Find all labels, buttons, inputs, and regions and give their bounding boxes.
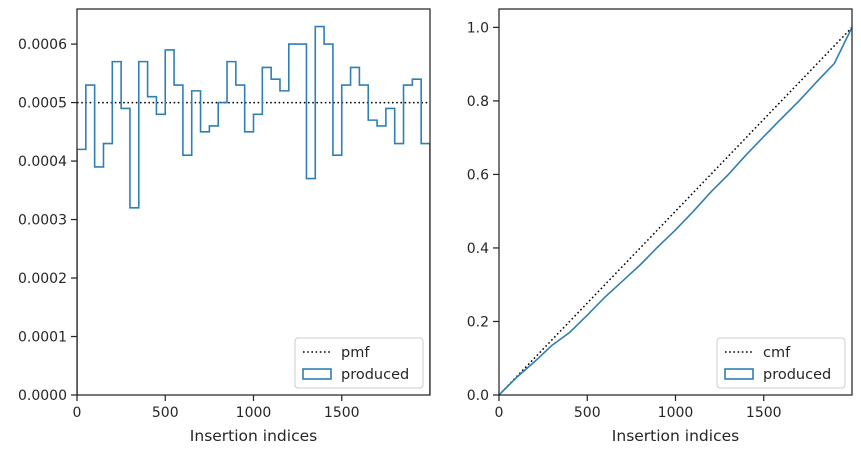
- y-tick-label: 0.0003: [18, 213, 67, 229]
- y-tick-label: 0.8: [467, 94, 489, 110]
- x-tick-label: 1500: [324, 405, 360, 421]
- plot-area: [77, 25, 430, 395]
- y-tick-label: 0.6: [467, 167, 489, 183]
- x-tick-label: 1500: [746, 405, 782, 421]
- y-tick-label: 0.0000: [18, 388, 67, 404]
- legend: pmf produced: [294, 337, 424, 389]
- x-tick-label: 1000: [236, 405, 272, 421]
- x-tick-label: 500: [152, 405, 179, 421]
- left-pmf-chart: 0 500 1000 1500 0.0000 0.0001 0.0002 0.0003 0.00…: [18, 8, 431, 445]
- y-tick-label: 0.4: [467, 241, 489, 257]
- legend: cmf produced: [716, 337, 846, 389]
- legend-marker-produced: [302, 368, 332, 380]
- y-tick-label: 0.0004: [18, 154, 67, 170]
- y-tick-label: 0.0005: [18, 96, 67, 112]
- axes-frame: [498, 8, 853, 396]
- right-cmf-chart: 0 500 1000 1500 0.0 0.2 0.4 0.6 0.8 1.0 Insertion …: [467, 8, 853, 445]
- x-axis-label: Insertion indices: [612, 427, 739, 445]
- y-tick-label: 0.0: [467, 388, 489, 404]
- x-tick-label: 500: [574, 405, 601, 421]
- x-tick-label: 0: [495, 405, 504, 421]
- y-tick-label: 0.2: [467, 314, 489, 330]
- x-axis-label: Insertion indices: [190, 427, 317, 445]
- plot-area: [499, 26, 852, 395]
- legend-label-cmf: cmf: [763, 345, 791, 361]
- y-tick-label: 0.0006: [18, 37, 67, 53]
- legend-label-produced: produced: [341, 367, 409, 383]
- x-tick-label: 1000: [658, 405, 694, 421]
- legend-marker-produced: [724, 368, 754, 380]
- legend-label-pmf: pmf: [341, 345, 370, 361]
- x-tick-label: 0: [73, 405, 82, 421]
- y-tick-label: 0.0002: [18, 271, 67, 287]
- series-cmf-line: [499, 26, 852, 395]
- legend-label-produced: produced: [763, 367, 831, 383]
- series-produced-line: [77, 25, 430, 395]
- series-produced-line: [499, 27, 852, 395]
- y-tick-label: 1.0: [467, 20, 489, 36]
- y-tick-label: 0.0001: [18, 330, 67, 346]
